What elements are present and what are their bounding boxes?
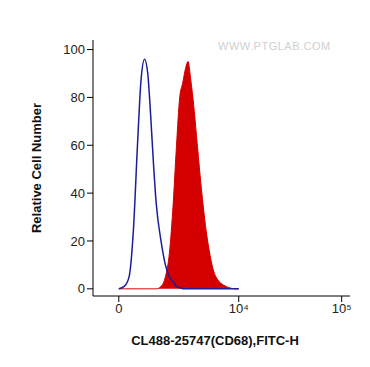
svg-text:20: 20 [71,234,85,249]
svg-text:100: 100 [63,42,85,57]
html-text:CL488-25747(CD68),FITC-H: CL488-25747(CD68),FITC-H [131,333,299,348]
html-text:Relative Cell Number: Relative Cell Number [28,103,44,233]
svg-text:0: 0 [78,281,85,296]
svg-text:40: 40 [71,186,85,201]
svg-text:0: 0 [115,301,122,316]
svg-text:10⁴: 10⁴ [229,301,249,316]
svg-text:10⁵: 10⁵ [332,301,352,316]
html-text:WWW.PTGLAB.COM: WWW.PTGLAB.COM [218,40,331,52]
svg-text:60: 60 [71,138,85,153]
svg-text:80: 80 [71,90,85,105]
